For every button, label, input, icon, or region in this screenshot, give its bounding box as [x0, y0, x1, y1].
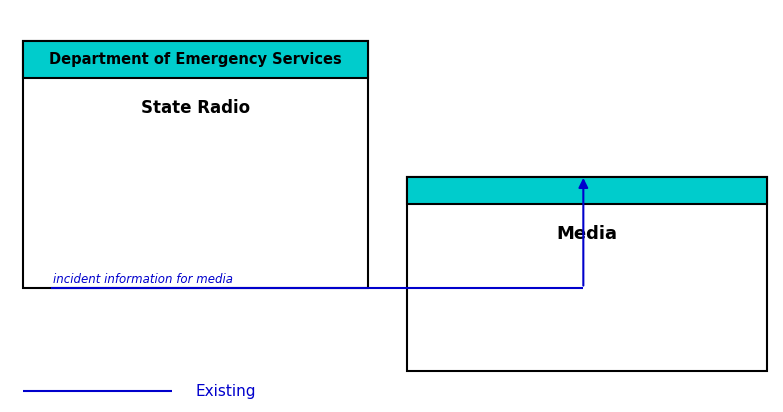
- Text: Department of Emergency Services: Department of Emergency Services: [49, 52, 342, 67]
- Bar: [407, 177, 767, 204]
- Text: State Radio: State Radio: [141, 99, 251, 117]
- Bar: [407, 177, 767, 371]
- Text: incident information for media: incident information for media: [53, 273, 233, 286]
- Text: Media: Media: [557, 225, 618, 243]
- Bar: [23, 41, 368, 78]
- Text: Existing: Existing: [196, 384, 256, 399]
- Bar: [23, 41, 368, 288]
